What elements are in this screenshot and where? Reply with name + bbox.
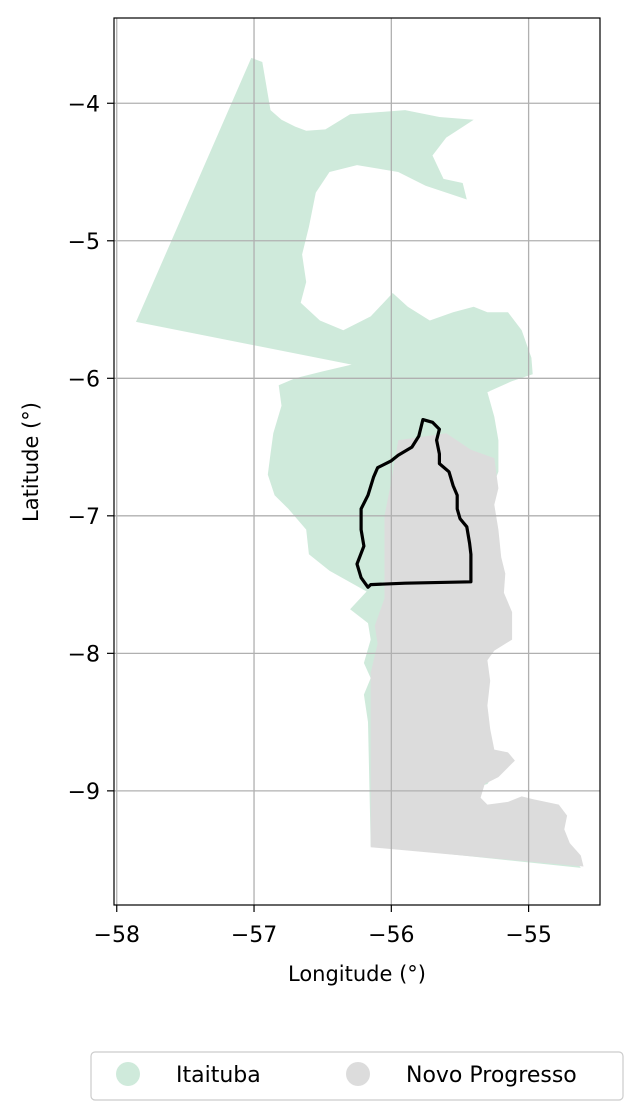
legend-label-itaituba: Itaituba (176, 1063, 261, 1088)
x-axis-label: Longitude (°) (288, 962, 426, 986)
legend-swatch-novo-progresso (346, 1062, 370, 1086)
regions-layer (136, 57, 584, 868)
y-tick-label-1: −5 (68, 230, 100, 255)
y-tick-label-4: −8 (68, 642, 100, 667)
grid-layer (114, 18, 600, 905)
y-tick-label-3: −7 (68, 505, 100, 530)
region-novo-progresso (370, 433, 584, 867)
y-axis-label: Latitude (°) (19, 402, 43, 522)
x-tick-label-0: −58 (94, 923, 140, 948)
y-ticks: −4 −5 −6 −7 −8 −9 (68, 92, 114, 805)
y-tick-label-2: −6 (68, 367, 100, 392)
y-tick-label-5: −9 (68, 780, 100, 805)
legend-swatch-itaituba (116, 1062, 140, 1086)
x-tick-label-3: −55 (505, 923, 551, 948)
y-tick-label-0: −4 (68, 92, 100, 117)
legend-label-novo-progresso: Novo Progresso (406, 1063, 577, 1088)
legend: Itaituba Novo Progresso (90, 1051, 624, 1101)
outline-boundary (355, 418, 473, 589)
x-tick-label-1: −57 (231, 923, 277, 948)
axes-frame (113, 17, 601, 906)
outline-layer (355, 418, 473, 589)
x-tick-label-2: −56 (368, 923, 414, 948)
x-ticks: −58 −57 −56 −55 (94, 905, 552, 948)
